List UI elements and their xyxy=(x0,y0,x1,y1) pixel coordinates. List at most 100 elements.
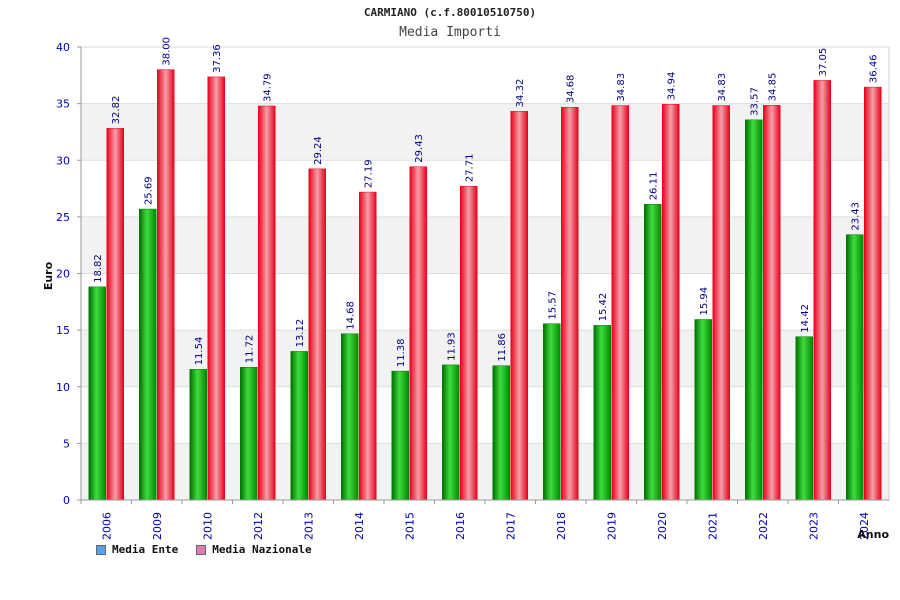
data-label: 34.32 xyxy=(515,79,526,108)
bar-ente-2009 xyxy=(139,208,157,501)
bar-nazionale-2024 xyxy=(864,86,882,501)
bar-nazionale-2009 xyxy=(157,69,175,501)
y-tick-label: 20 xyxy=(56,268,70,281)
y-tick-label: 15 xyxy=(56,324,70,337)
bar-ente-2021 xyxy=(694,319,712,501)
bar-ente-2019 xyxy=(593,325,611,501)
bar-nazionale-2021 xyxy=(712,105,730,501)
legend-item-ente: Media Ente xyxy=(96,543,178,556)
x-tick-label: 2021 xyxy=(706,512,719,540)
x-tick-label: 2020 xyxy=(656,512,669,540)
data-label: 34.83 xyxy=(717,73,728,102)
legend-item-nazionale: Media Nazionale xyxy=(196,543,312,556)
bar-nazionale-2006 xyxy=(106,128,124,501)
x-tick-label: 2012 xyxy=(252,512,265,540)
y-tick-label: 30 xyxy=(56,154,70,167)
y-tick-label: 25 xyxy=(56,211,70,224)
x-tick-label: 2014 xyxy=(353,512,366,540)
x-tick-label: 2013 xyxy=(302,512,315,540)
legend-swatch-nazionale xyxy=(196,544,207,555)
data-label: 14.42 xyxy=(800,304,811,333)
bar-ente-2017 xyxy=(492,365,510,501)
bars: 18.82 32.82 25.69 38.00 11.54 37.36 11.72 34.79… xyxy=(88,37,882,501)
bar-nazionale-2022 xyxy=(763,105,781,501)
bar-ente-2013 xyxy=(290,351,308,501)
bar-nazionale-2016 xyxy=(460,185,478,501)
x-axis: 2006 2009 2010 2012 2013 2014 2015 2016 2017 2018… xyxy=(80,499,889,540)
data-label: 15.42 xyxy=(598,293,609,322)
data-label: 38.00 xyxy=(162,37,173,66)
legend-label-nazionale: Media Nazionale xyxy=(212,543,312,556)
bar-ente-2015 xyxy=(391,370,409,501)
x-axis-label: Anno xyxy=(857,528,889,541)
data-label: 14.68 xyxy=(346,301,357,330)
data-label: 11.93 xyxy=(447,332,458,361)
y-axis-label: Euro xyxy=(42,261,55,290)
x-tick-label: 2009 xyxy=(151,512,164,540)
data-label: 23.43 xyxy=(851,202,862,231)
data-label: 34.79 xyxy=(263,73,274,102)
bar-ente-2022 xyxy=(745,119,763,501)
x-tick-label: 2006 xyxy=(100,512,113,540)
bar-nazionale-2012 xyxy=(258,105,276,501)
x-tick-label: 2023 xyxy=(807,512,820,540)
y-tick-label: 0 xyxy=(63,494,70,507)
data-label: 33.57 xyxy=(750,87,761,116)
data-label: 37.05 xyxy=(818,48,829,77)
bar-nazionale-2018 xyxy=(561,106,579,501)
x-tick-label: 2015 xyxy=(403,512,416,540)
data-label: 11.86 xyxy=(497,333,508,362)
bar-ente-2010 xyxy=(189,369,207,501)
data-label: 15.94 xyxy=(699,287,710,316)
bar-nazionale-2014 xyxy=(359,191,377,501)
data-label: 15.57 xyxy=(548,291,559,320)
data-label: 11.72 xyxy=(245,335,256,364)
data-label: 34.94 xyxy=(667,72,678,101)
bar-nazionale-2010 xyxy=(207,76,225,501)
y-tick-label: 10 xyxy=(56,381,70,394)
bar-nazionale-2019 xyxy=(611,105,629,501)
bar-ente-2018 xyxy=(543,323,561,501)
data-label: 26.11 xyxy=(649,172,660,201)
legend-label-ente: Media Ente xyxy=(112,543,179,556)
x-tick-label: 2010 xyxy=(201,512,214,540)
legend-swatch-ente xyxy=(96,544,106,555)
data-label: 11.38 xyxy=(396,338,407,367)
x-tick-label: 2016 xyxy=(454,512,467,540)
y-axis: 0 5 10 15 20 25 30 35 40 xyxy=(56,41,82,507)
legend: Media Ente Media Nazionale xyxy=(96,543,312,556)
data-label: 29.43 xyxy=(414,134,425,163)
data-label: 13.12 xyxy=(295,319,306,348)
bar-ente-2014 xyxy=(341,333,359,501)
chart-subtitle: Media Importi xyxy=(399,25,501,40)
data-label: 37.36 xyxy=(212,44,223,73)
bar-ente-2023 xyxy=(795,336,813,501)
bar-ente-2020 xyxy=(644,204,662,501)
data-label: 32.82 xyxy=(111,96,122,125)
bar-nazionale-2017 xyxy=(510,111,528,501)
data-label: 27.71 xyxy=(465,154,476,183)
x-tick-label: 2019 xyxy=(605,512,618,540)
y-tick-label: 5 xyxy=(63,437,70,450)
bar-ente-2024 xyxy=(846,234,864,501)
data-label: 18.82 xyxy=(93,254,104,283)
bar-nazionale-2020 xyxy=(662,104,680,501)
chart-title: CARMIANO (c.f.80010510750) xyxy=(363,6,537,19)
data-label: 27.19 xyxy=(364,159,375,188)
data-label: 36.46 xyxy=(869,54,880,83)
x-tick-label: 2017 xyxy=(504,512,517,540)
bar-ente-2016 xyxy=(442,364,460,501)
data-label: 34.85 xyxy=(768,73,779,102)
bar-nazionale-2013 xyxy=(308,168,326,501)
y-tick-label: 35 xyxy=(56,98,70,111)
data-label: 34.83 xyxy=(616,73,627,102)
x-tick-label: 2024 xyxy=(858,512,871,540)
data-label: 29.24 xyxy=(313,136,324,165)
x-tick-label: 2022 xyxy=(757,512,770,540)
bar-ente-2006 xyxy=(88,286,106,501)
data-label: 11.54 xyxy=(194,337,205,366)
bar-nazionale-2023 xyxy=(813,80,831,501)
x-tick-label: 2018 xyxy=(555,512,568,540)
